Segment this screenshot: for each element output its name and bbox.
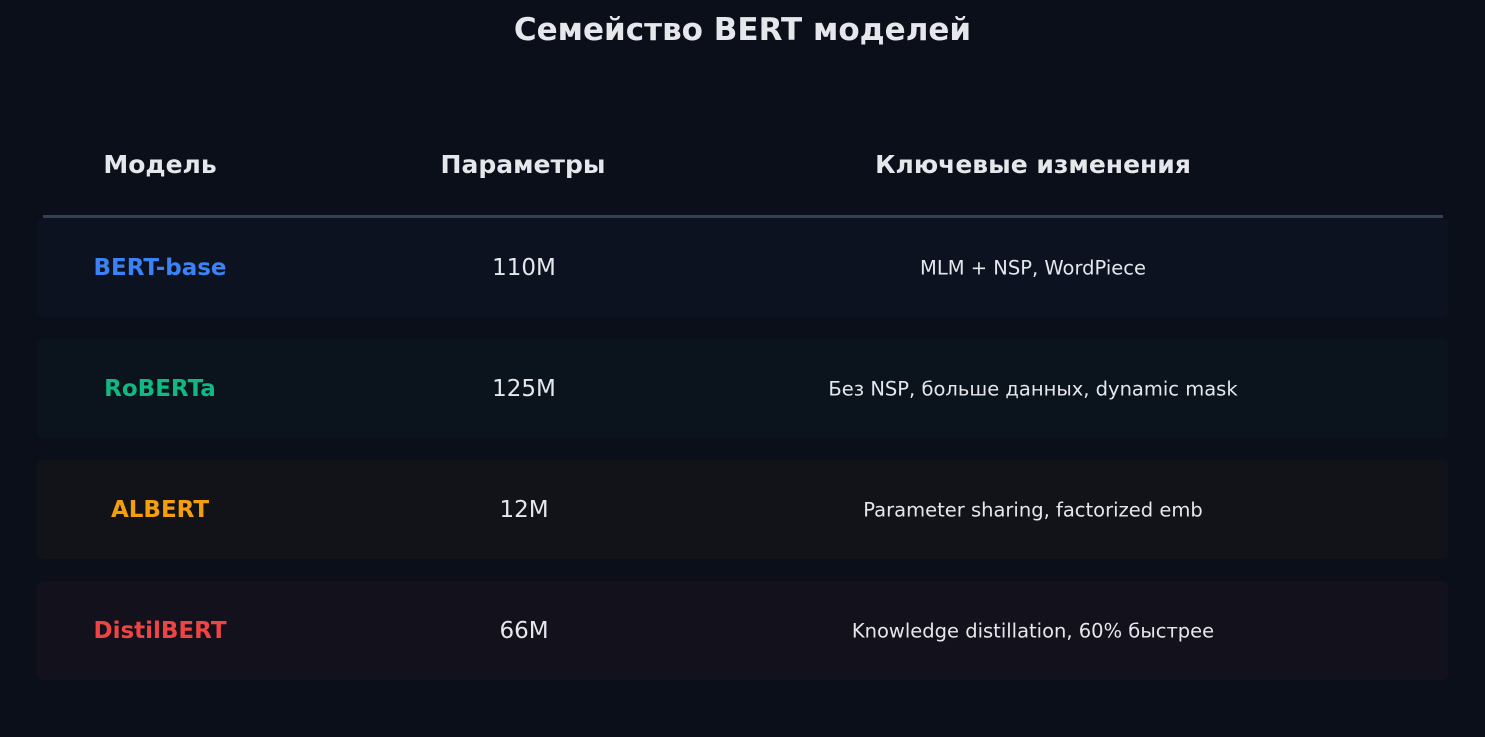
model-changes: Parameter sharing, factorized emb: [863, 498, 1203, 521]
model-name: ALBERT: [110, 496, 210, 523]
table-row: BERT-base 110M MLM + NSP, WordPiece: [37, 218, 1448, 317]
model-changes: Без NSP, больше данных, dynamic mask: [828, 377, 1238, 400]
table-row: RoBERTa 125M Без NSP, больше данных, dyn…: [37, 339, 1448, 438]
model-params: 110M: [492, 254, 556, 281]
model-name: BERT-base: [93, 254, 227, 281]
model-changes: MLM + NSP, WordPiece: [920, 256, 1146, 279]
page-title: Семейство BERT моделей: [513, 12, 972, 48]
model-changes: Knowledge distillation, 60% быстрее: [851, 619, 1215, 642]
header-changes: Ключевые изменения: [875, 150, 1191, 179]
header-divider: [43, 215, 1443, 218]
model-params: 12M: [499, 496, 549, 523]
model-params: 66M: [499, 617, 549, 644]
model-params: 125M: [492, 375, 556, 402]
header-model: Модель: [103, 150, 217, 179]
header-params: Параметры: [440, 150, 606, 179]
table-row: ALBERT 12M Parameter sharing, factorized…: [37, 460, 1448, 559]
model-name: RoBERTa: [104, 375, 216, 402]
model-name: DistilBERT: [93, 617, 227, 644]
table-row: DistilBERT 66M Knowledge distillation, 6…: [37, 581, 1448, 680]
